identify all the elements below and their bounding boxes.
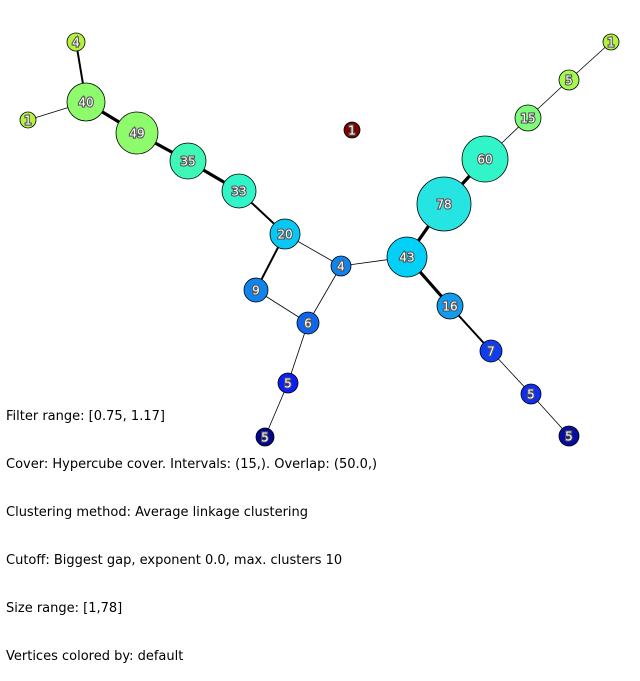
graph-node[interactable]: 5 bbox=[255, 427, 275, 447]
node-label: 33 bbox=[231, 185, 246, 199]
node-label: 78 bbox=[436, 198, 451, 212]
node-label: 5 bbox=[565, 74, 573, 88]
node-circle[interactable] bbox=[66, 82, 106, 122]
node-circle[interactable] bbox=[479, 339, 503, 363]
node-circle[interactable] bbox=[520, 383, 542, 405]
node-label: 20 bbox=[277, 228, 292, 242]
node-circle[interactable] bbox=[330, 255, 352, 277]
node-circle[interactable] bbox=[386, 236, 428, 278]
graph-node[interactable]: 4 bbox=[66, 32, 86, 52]
graph-node[interactable]: 5 bbox=[558, 69, 580, 91]
size-range-text: Size range: [1,78] bbox=[6, 601, 123, 616]
node-circle[interactable] bbox=[558, 69, 580, 91]
graph-node[interactable]: 5 bbox=[520, 383, 542, 405]
graph-node[interactable]: 5 bbox=[558, 425, 580, 447]
node-circle[interactable] bbox=[115, 111, 159, 155]
node-circle[interactable] bbox=[436, 292, 464, 320]
node-label: 1 bbox=[24, 114, 32, 128]
node-label: 43 bbox=[399, 251, 414, 265]
node-circle[interactable] bbox=[461, 135, 509, 183]
node-label: 15 bbox=[520, 112, 535, 126]
graph-node[interactable]: 35 bbox=[169, 142, 207, 180]
graph-node[interactable]: 1 bbox=[343, 121, 361, 139]
node-circle[interactable] bbox=[243, 277, 269, 303]
graph-node[interactable]: 16 bbox=[436, 292, 464, 320]
graph-node[interactable]: 1 bbox=[19, 111, 37, 129]
node-label: 60 bbox=[477, 153, 492, 167]
graph-node[interactable]: 9 bbox=[243, 277, 269, 303]
node-circle[interactable] bbox=[514, 104, 542, 132]
node-label: 7 bbox=[487, 345, 495, 359]
graph-node[interactable]: 78 bbox=[416, 176, 472, 232]
node-circle[interactable] bbox=[602, 33, 620, 51]
node-label: 1 bbox=[348, 124, 356, 138]
node-label: 16 bbox=[442, 300, 457, 314]
node-circle[interactable] bbox=[19, 111, 37, 129]
node-circle[interactable] bbox=[416, 176, 472, 232]
node-label: 35 bbox=[180, 155, 195, 169]
graph-node[interactable]: 4 bbox=[330, 255, 352, 277]
graph-node[interactable]: 15 bbox=[514, 104, 542, 132]
node-circle[interactable] bbox=[277, 372, 299, 394]
node-label: 5 bbox=[527, 388, 535, 402]
node-circle[interactable] bbox=[169, 142, 207, 180]
graph-node[interactable]: 6 bbox=[296, 311, 320, 335]
node-label: 5 bbox=[261, 431, 269, 445]
node-circle[interactable] bbox=[296, 311, 320, 335]
node-label: 4 bbox=[72, 36, 80, 50]
node-label: 1 bbox=[607, 36, 615, 50]
node-circle[interactable] bbox=[558, 425, 580, 447]
node-circle[interactable] bbox=[255, 427, 275, 447]
graph-node[interactable]: 33 bbox=[221, 173, 257, 209]
node-label: 4 bbox=[337, 260, 345, 274]
clustering-method-text: Clustering method: Average linkage clust… bbox=[6, 505, 309, 520]
graph-node[interactable]: 5 bbox=[277, 372, 299, 394]
filter-range-text: Filter range: [0.75, 1.17] bbox=[6, 409, 165, 424]
graph-node[interactable]: 49 bbox=[115, 111, 159, 155]
node-circle[interactable] bbox=[343, 121, 361, 139]
mapper-info-panel: Filter range: [0.75, 1.17] Cover: Hyperc… bbox=[6, 377, 377, 681]
graph-node[interactable]: 20 bbox=[269, 218, 301, 250]
vertices-colored-text: Vertices colored by: default bbox=[6, 649, 184, 664]
node-circle[interactable] bbox=[221, 173, 257, 209]
node-label: 40 bbox=[78, 96, 93, 110]
node-circle[interactable] bbox=[66, 32, 86, 52]
graph-node[interactable]: 1 bbox=[602, 33, 620, 51]
node-label: 49 bbox=[129, 127, 144, 141]
node-label: 6 bbox=[304, 317, 312, 331]
graph-node[interactable]: 60 bbox=[461, 135, 509, 183]
graph-node[interactable]: 43 bbox=[386, 236, 428, 278]
node-label: 5 bbox=[284, 377, 292, 391]
cover-text: Cover: Hypercube cover. Intervals: (15,)… bbox=[6, 457, 378, 472]
node-circle[interactable] bbox=[269, 218, 301, 250]
graph-node[interactable]: 7 bbox=[479, 339, 503, 363]
node-label: 9 bbox=[252, 284, 260, 298]
cutoff-text: Cutoff: Biggest gap, exponent 0.0, max. … bbox=[6, 553, 343, 568]
graph-node[interactable]: 40 bbox=[66, 82, 106, 122]
node-label: 5 bbox=[565, 430, 573, 444]
